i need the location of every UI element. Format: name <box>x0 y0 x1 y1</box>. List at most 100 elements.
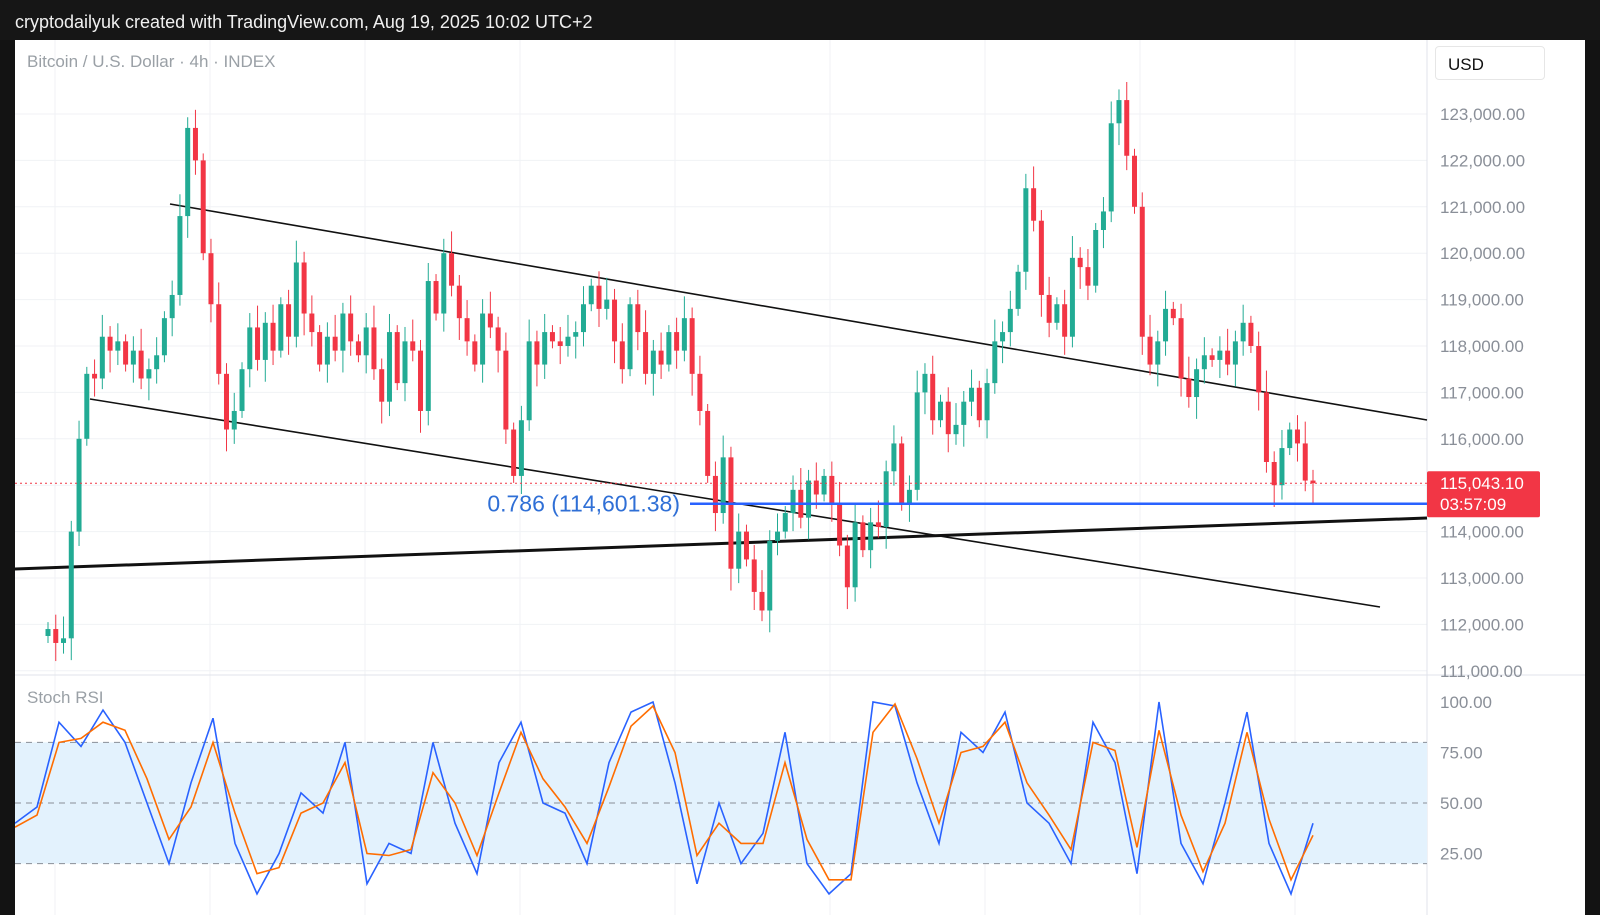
price-axis: 111,000.00 112,000.00 113,000.00 114,000.00… <box>1440 105 1525 864</box>
price-tick-label: 121,000.00 <box>1440 198 1525 217</box>
candle-body <box>899 443 905 504</box>
candle-body <box>1124 100 1130 156</box>
candle-body <box>355 341 361 356</box>
candle-body <box>1294 429 1300 444</box>
candle-body <box>1170 308 1176 319</box>
candle-body <box>1178 318 1184 379</box>
candle-body <box>324 336 330 365</box>
candle-body <box>1232 341 1238 365</box>
candle-body <box>1100 211 1106 230</box>
support-line <box>15 516 1428 571</box>
candle-body <box>84 373 90 439</box>
candles <box>45 81 1316 662</box>
stoch-tick-label: 100.00 <box>1440 693 1492 712</box>
candle-body <box>844 545 850 588</box>
price-tick-label: 112,000.00 <box>1440 615 1524 634</box>
candle-body <box>759 591 765 611</box>
chart-panel[interactable]: 0.786 (114,601.38) 111,000.00 112,000.00 1… <box>15 40 1585 915</box>
candle-body <box>270 322 276 351</box>
candle-body <box>922 373 928 393</box>
price-tick-label: 117,000.00 <box>1440 383 1524 402</box>
candle-body <box>503 350 509 430</box>
candle-body <box>743 531 749 560</box>
stoch-rsi-lines <box>15 700 1314 897</box>
candle-body <box>200 160 206 254</box>
price-tick-label: 123,000.00 <box>1440 105 1525 124</box>
candle-body <box>782 513 788 532</box>
candle-body <box>1132 155 1138 207</box>
candle-body <box>487 313 493 328</box>
candle-body <box>410 341 416 351</box>
candle-body <box>767 540 773 611</box>
candle-body <box>868 522 874 551</box>
candle-body <box>619 341 625 370</box>
last-price-value: 115,043.10 <box>1440 474 1524 493</box>
chart-canvas[interactable]: 0.786 (114,601.38) 111,000.00112,000.001… <box>15 40 1585 915</box>
candle-body <box>386 332 392 402</box>
candle-body <box>945 401 951 435</box>
currency-selector[interactable]: USD <box>1435 46 1545 80</box>
candle-body <box>1116 100 1122 124</box>
candle-body <box>363 327 369 356</box>
candle-body <box>185 127 191 217</box>
candle-body <box>231 410 237 430</box>
candle-body <box>317 332 323 365</box>
stoch-d-line <box>15 702 1314 882</box>
candle-body <box>1139 206 1145 337</box>
price-tick-label: 116,000.00 <box>1440 430 1524 449</box>
candle-body <box>829 475 835 504</box>
candle-body <box>1147 336 1153 365</box>
candle-body <box>992 341 998 384</box>
candle-body <box>418 350 424 411</box>
candle-body <box>635 304 641 333</box>
candle-body <box>511 429 517 476</box>
candle-body <box>1186 378 1192 398</box>
candle-body <box>588 285 594 305</box>
candle-body <box>891 443 897 472</box>
candle-body <box>379 369 385 402</box>
stoch-tick-label: 75.00 <box>1440 744 1483 763</box>
candle-body <box>650 350 656 374</box>
candle-body <box>402 341 408 384</box>
candle-body <box>604 299 610 309</box>
candle-body <box>146 369 152 379</box>
candle-body <box>130 350 136 365</box>
candle-body <box>99 336 105 379</box>
candle-body <box>161 318 167 356</box>
price-tick-label: 120,000.00 <box>1440 244 1525 263</box>
candle-body <box>643 332 649 374</box>
candle-body <box>534 341 540 365</box>
candle-body <box>216 304 222 374</box>
candle-body <box>914 392 920 490</box>
candle-body <box>627 304 633 370</box>
candle-body <box>348 313 354 342</box>
candle-body <box>1263 392 1269 462</box>
candle-body <box>68 531 74 639</box>
candle-body <box>1256 346 1262 393</box>
candle-body <box>169 294 175 319</box>
candle-body <box>1054 304 1060 323</box>
candle-body <box>666 332 672 365</box>
price-tick-label: 119,000.00 <box>1440 291 1524 310</box>
candle-body <box>1038 220 1044 295</box>
candle-body <box>728 457 734 569</box>
candle-body <box>286 304 292 337</box>
price-tick-label: 114,000.00 <box>1440 523 1524 542</box>
candle-body <box>115 341 121 351</box>
last-price-tag-background <box>1427 471 1540 518</box>
candle-body <box>720 457 726 514</box>
candle-body <box>1062 304 1068 337</box>
candle-body <box>806 480 812 518</box>
candle-body <box>480 313 486 365</box>
price-tick-label: 122,000.00 <box>1440 151 1525 170</box>
candle-body <box>518 420 524 476</box>
candle-body <box>293 262 299 337</box>
candle-body <box>1248 322 1254 346</box>
candle-body <box>984 383 990 421</box>
candle-body <box>45 629 51 636</box>
candle-body <box>596 285 602 309</box>
candle-body <box>821 475 827 495</box>
candle-body <box>1163 308 1169 342</box>
candle-body <box>394 332 400 384</box>
last-price-tag: 115,043.10 03:57:09 <box>1427 471 1540 518</box>
